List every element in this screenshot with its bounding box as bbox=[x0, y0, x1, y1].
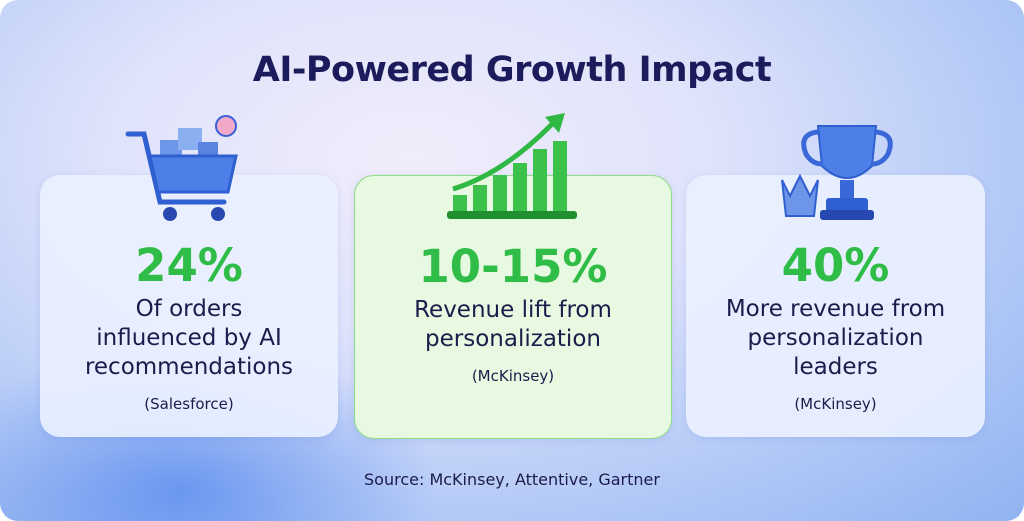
stat-value: 40% bbox=[781, 239, 890, 292]
description-line: Of orders bbox=[135, 296, 243, 322]
stat-value: 10-15% bbox=[418, 240, 608, 293]
source-note: Source: McKinsey, Attentive, Gartner bbox=[364, 470, 660, 489]
description-line: personalization bbox=[747, 325, 924, 351]
stat-card: 24% Of orders influenced by AI recommendati… bbox=[40, 175, 338, 437]
stat-description: More revenue from personalization leaders (… bbox=[686, 295, 985, 414]
cart-icon bbox=[125, 115, 238, 221]
description-line: leaders bbox=[793, 354, 878, 380]
description-line: More revenue from bbox=[725, 296, 946, 322]
growth-icon bbox=[447, 113, 577, 219]
stat-description: Revenue lift from personalization (McKinse… bbox=[355, 296, 671, 386]
description-line: Revenue lift from bbox=[414, 297, 612, 323]
stat-value: 24% bbox=[135, 239, 243, 292]
title: AI-Powered Growth Impact bbox=[252, 50, 772, 90]
description-line: influenced by AI bbox=[96, 325, 282, 351]
description-line: personalization bbox=[425, 326, 601, 352]
description-line: recommendations bbox=[84, 354, 294, 380]
stat-source: (McKinsey) bbox=[794, 395, 877, 413]
stat-source: (McKinsey) bbox=[471, 367, 555, 385]
stat-description: Of orders influenced by AI recommendations… bbox=[40, 295, 338, 414]
stat-source: (Salesforce) bbox=[144, 395, 234, 413]
stat-card: 10-15% Revenue lift from personalization (M… bbox=[354, 175, 672, 439]
trophy-icon bbox=[781, 125, 893, 220]
